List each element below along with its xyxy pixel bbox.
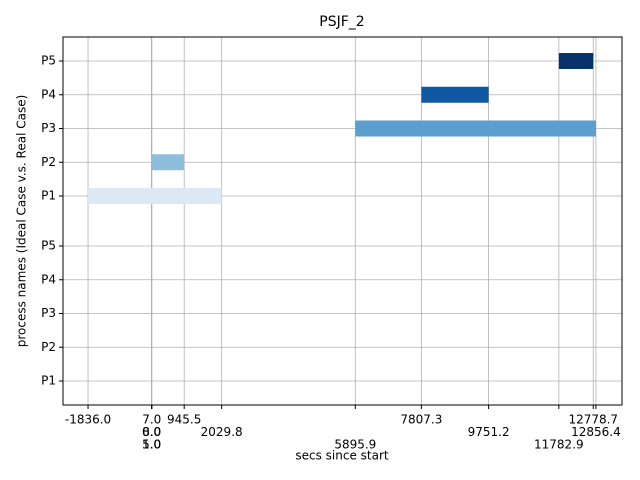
x-tick-label: 7807.3 (400, 413, 442, 427)
y-axis-label: process names (Ideal Case v.s. Real Case… (15, 95, 29, 348)
x-tick-label: 12856.4 (571, 425, 621, 439)
y-tick-label: P4 (41, 87, 56, 101)
bar (151, 154, 185, 171)
x-tick-label: 945.5 (167, 413, 201, 427)
y-tick-label: P2 (41, 155, 56, 169)
x-tick-label: 12778.7 (568, 413, 618, 427)
x-tick-label: 2029.8 (201, 425, 243, 439)
y-tick-label: P5 (41, 239, 56, 253)
x-tick-label: 1.0 (142, 438, 161, 452)
bar (421, 86, 489, 103)
plot-frame (62, 36, 623, 406)
bar (355, 120, 596, 137)
y-tick-label: P4 (41, 272, 56, 286)
x-tick-label: 7.0 (142, 413, 161, 427)
bar (558, 53, 594, 69)
y-tick-label: P2 (41, 340, 56, 354)
y-tick-label: P1 (41, 374, 56, 388)
y-tick-label: P3 (41, 121, 56, 135)
x-tick-label: 11782.9 (534, 438, 584, 452)
x-tick-label: 0.0 (142, 425, 161, 439)
chart-title: PSJF_2 (319, 14, 364, 30)
x-axis-label: secs since start (295, 449, 389, 463)
y-tick-label: P3 (41, 306, 56, 320)
y-tick-label: P1 (41, 189, 56, 203)
x-tick-label: 5.0 (142, 438, 161, 452)
x-tick-label: -1836.0 (65, 413, 111, 427)
x-tick-label: 8.0 (142, 425, 161, 439)
x-tick-label: 5895.9 (334, 438, 376, 452)
x-tick-label: 9751.2 (468, 425, 510, 439)
bar (88, 188, 222, 204)
y-tick-label: P5 (41, 54, 56, 68)
